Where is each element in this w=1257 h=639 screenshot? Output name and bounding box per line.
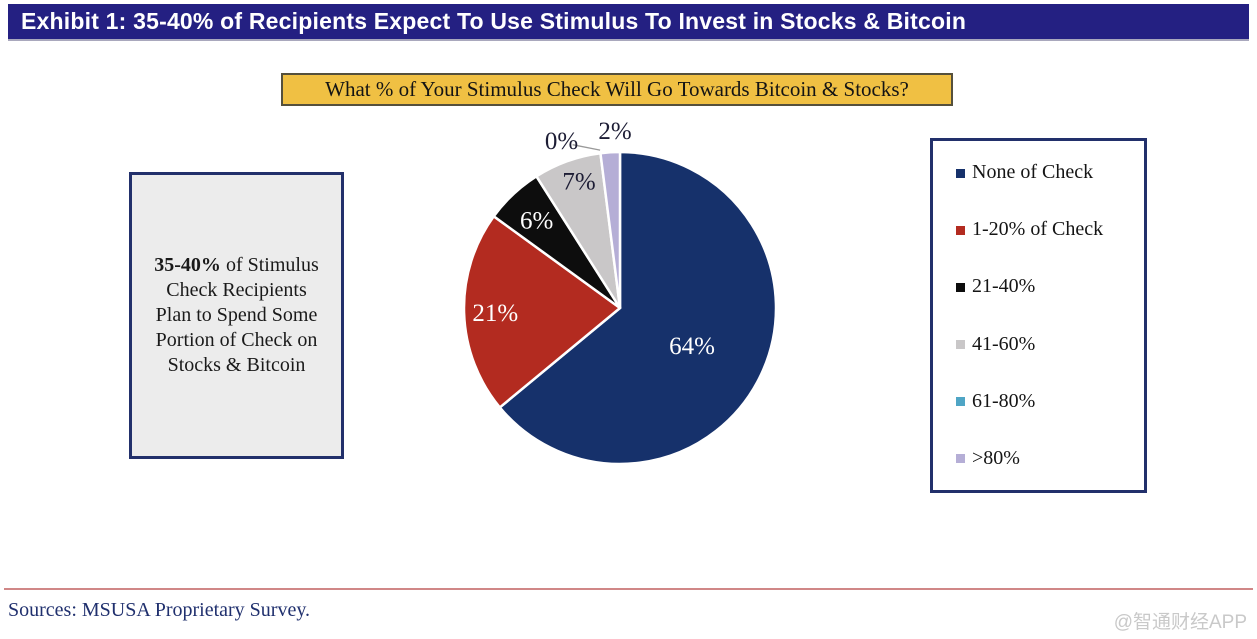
- legend-swatch: [956, 454, 965, 464]
- pie-label-leader-line: [572, 144, 601, 151]
- chart-title: What % of Your Stimulus Check Will Go To…: [281, 73, 953, 106]
- pie-slice-label: 64%: [669, 333, 715, 360]
- legend-item: 61-80%: [956, 390, 1138, 413]
- legend-label: 41-60%: [972, 332, 1036, 355]
- legend-label: >80%: [972, 446, 1020, 469]
- callout-text: 35-40% of Stimulus Check Recipients Plan t…: [148, 253, 324, 378]
- legend-swatch: [956, 397, 965, 407]
- pie-slice-label: 7%: [562, 168, 595, 195]
- divider-line: [4, 588, 1253, 590]
- legend-item: 1-20% of Check: [956, 218, 1138, 241]
- legend-item: 21-40%: [956, 275, 1138, 298]
- callout-box: 35-40% of Stimulus Check Recipients Plan t…: [129, 172, 344, 459]
- legend-swatch: [956, 168, 965, 178]
- legend-label: None of Check: [972, 161, 1094, 183]
- pie-slice: [498, 150, 778, 466]
- legend-label: 1-20% of Check: [972, 218, 1104, 241]
- pie-slice-label: 21%: [472, 300, 518, 327]
- source-note: Sources: MSUSA Proprietary Survey.: [8, 599, 311, 621]
- pie-slice-label: 6%: [520, 207, 553, 234]
- legend-label: 21-40%: [972, 275, 1036, 298]
- legend-swatch: [956, 282, 965, 292]
- legend-box: None of Check 1-20% of Check 21-40% 41-60% 6…: [930, 138, 1147, 493]
- legend-swatch: [956, 340, 965, 350]
- legend-item: None of Check: [956, 161, 1138, 184]
- legend-label: 61-80%: [972, 389, 1036, 412]
- callout-line: Stocks & Bitcoin: [167, 354, 306, 376]
- pie-slice-label: 0%: [545, 128, 578, 155]
- callout-line: 35-40% of Stimulus: [154, 254, 319, 276]
- watermark: @智通财经APP: [1113, 612, 1247, 633]
- exhibit-title: Exhibit 1: 35-40% of Recipients Expect T…: [21, 8, 967, 34]
- pie-slice-label: 2%: [598, 118, 631, 145]
- callout-line: Plan to Spend Some: [155, 304, 318, 326]
- pie-slice: [599, 150, 622, 310]
- callout-line: Check Recipients: [166, 279, 307, 301]
- legend-item: >80%: [956, 447, 1138, 470]
- pie-chart: 64% 21% 6% 7% 0% 2%: [462, 118, 778, 466]
- callout-line: Portion of Check on: [155, 329, 318, 351]
- exhibit-title-bar: Exhibit 1: 35-40% of Recipients Expect T…: [8, 4, 1249, 41]
- pie-slice: [462, 215, 622, 409]
- legend-swatch: [956, 225, 965, 235]
- legend-item: 41-60%: [956, 333, 1138, 356]
